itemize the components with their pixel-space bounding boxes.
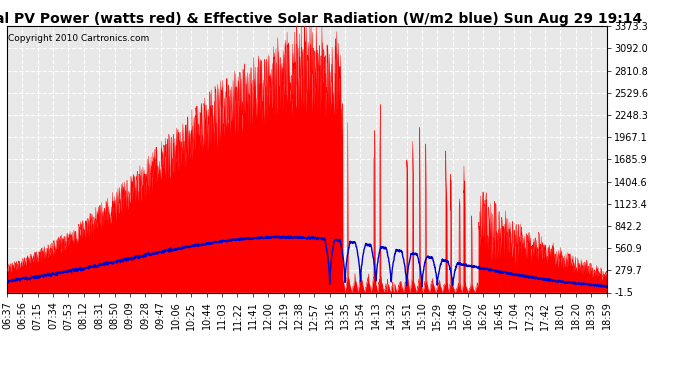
Title: Total PV Power (watts red) & Effective Solar Radiation (W/m2 blue) Sun Aug 29 19: Total PV Power (watts red) & Effective S… xyxy=(0,12,642,26)
Text: Copyright 2010 Cartronics.com: Copyright 2010 Cartronics.com xyxy=(8,34,149,43)
